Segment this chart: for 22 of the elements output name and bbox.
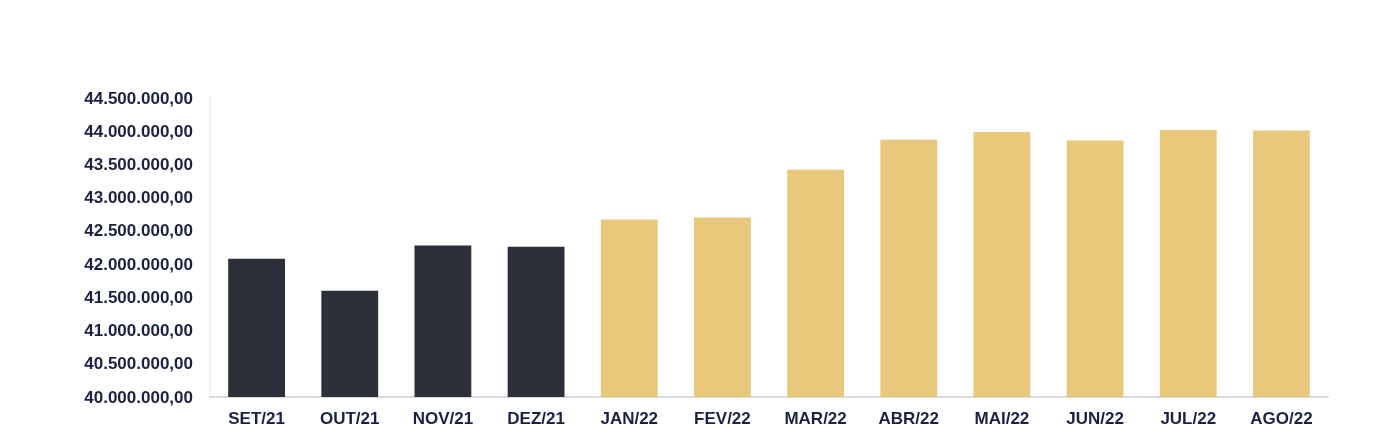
x-tick-label: JUN/22 (1066, 409, 1124, 427)
x-tick-label: NOV/21 (412, 409, 474, 427)
y-tick-label: 40.500.000,00 (84, 354, 193, 374)
y-tick-label: 41.000.000,00 (84, 321, 193, 341)
x-tick-label: AGO/22 (1250, 409, 1313, 427)
x-tick-label: SET/21 (228, 409, 285, 427)
x-tick-label: MAR/22 (784, 409, 847, 427)
y-tick-label: 44.000.000,00 (84, 121, 193, 141)
y-tick-label: 40.000.000,00 (84, 387, 193, 407)
y-tick-label: 42.500.000,00 (84, 221, 193, 241)
x-tick-label: MAI/22 (974, 409, 1030, 427)
x-tick-label: JUL/22 (1160, 409, 1217, 427)
y-tick-label: 41.500.000,00 (84, 287, 193, 307)
y-tick-label: 43.000.000,00 (84, 188, 193, 208)
x-tick-label: JAN/22 (600, 409, 659, 427)
y-tick-label: 42.000.000,00 (84, 254, 193, 274)
x-tick-label: ABR/22 (878, 409, 939, 427)
y-tick-label: 44.500.000,00 (84, 88, 193, 108)
x-tick-label: FEV/22 (694, 409, 751, 427)
x-tick-label: DEZ/21 (507, 409, 565, 427)
x-tick-label: OUT/21 (319, 409, 380, 427)
y-tick-label: 43.500.000,00 (84, 154, 193, 174)
